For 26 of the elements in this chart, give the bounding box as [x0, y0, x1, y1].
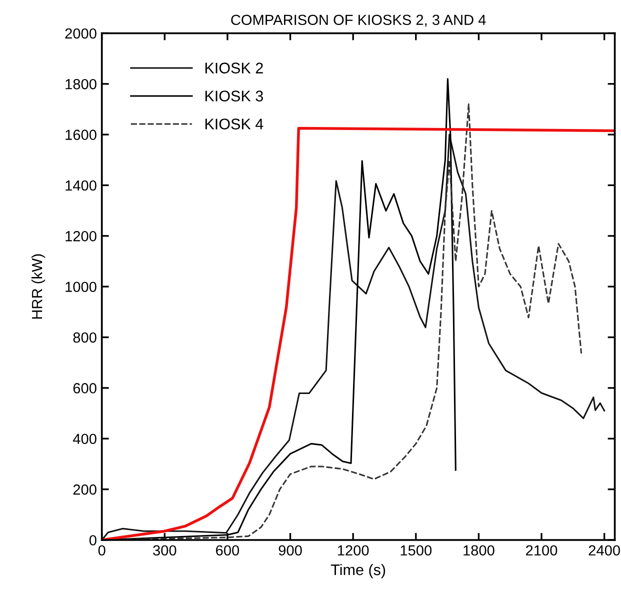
y-tick-label: 200 [73, 484, 96, 495]
x-tick-label: 1500 [400, 545, 432, 556]
x-tick-label: 1800 [464, 545, 494, 556]
x-tick-label: 600 [216, 545, 240, 556]
y-tick-label: 2000 [65, 28, 96, 39]
x-tick-label: 300 [153, 545, 176, 556]
x-tick-label: 2400 [588, 545, 620, 556]
y-tick-label: 1400 [66, 180, 96, 191]
x-tick-label: 0 [98, 545, 106, 556]
y-tick-label: 1000 [66, 282, 96, 292]
y-tick-label: 0 [89, 535, 96, 546]
y-tick-label: 1200 [66, 231, 96, 242]
y-tick-label: 600 [73, 383, 96, 394]
y-axis-title: HRR (kW) [32, 254, 46, 319]
x-tick-label: 2100 [526, 545, 558, 556]
chart-title: COMPARISON OF KIOSKS 2, 3 AND 4 [231, 14, 486, 27]
y-tick-label: 1800 [66, 78, 96, 90]
x-tick-label: 1200 [338, 545, 369, 556]
y-tick-label: 400 [72, 434, 96, 444]
y-tick-label: 800 [73, 332, 96, 343]
legend-label: KIOSK 2 [205, 62, 263, 74]
legend-label: KIOSK 4 [205, 118, 264, 130]
x-axis-title: Time (s) [330, 564, 386, 578]
y-tick-label: 1600 [66, 130, 96, 140]
legend-label: KIOSK 3 [205, 90, 263, 102]
x-tick-label: 900 [278, 545, 302, 556]
